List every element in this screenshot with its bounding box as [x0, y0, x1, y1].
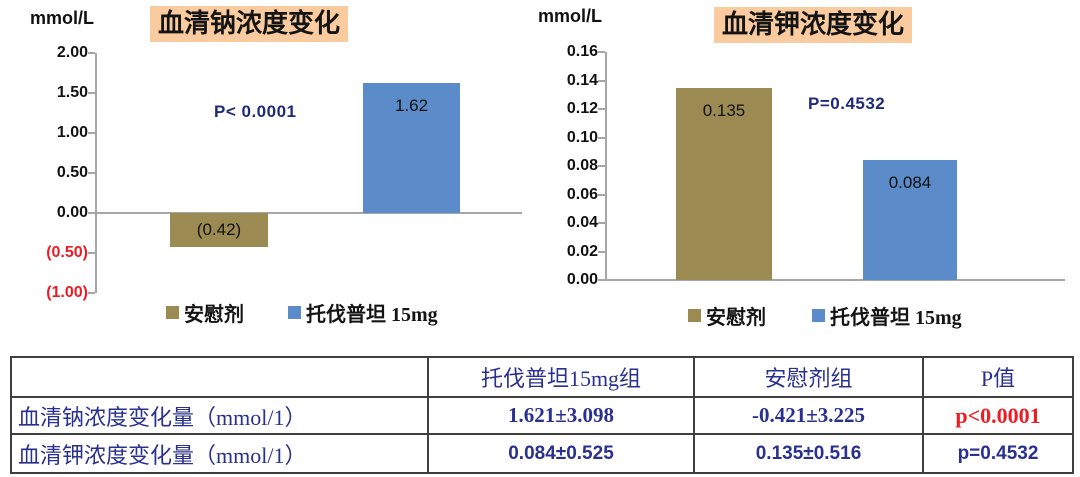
y-axis-tick-label: 0.00 — [56, 204, 88, 221]
potassium-y-axis-unit-label: mmol/L — [538, 6, 603, 26]
tolvaptan-legend-swatch — [812, 309, 825, 322]
zero-baseline — [95, 212, 522, 214]
sodium-legend: 安慰剂 托伐普坦 15mg — [166, 298, 438, 327]
table-header-placebo-group: 安慰剂组 — [693, 356, 924, 398]
tolvaptan-legend-swatch — [288, 306, 301, 319]
potassium-placebo-value: 0.135±0.516 — [693, 433, 924, 474]
bar-tolvaptan — [863, 160, 957, 280]
table-row-sodium: 血清钠浓度变化量（mmol/1） 1.621±3.098 -0.421±3.22… — [10, 396, 1074, 435]
legend-item-tolvaptan: 托伐普坦 15mg — [812, 301, 962, 330]
bar-value-label: (0.42) — [196, 219, 242, 239]
y-axis-tick-label: 0.12 — [566, 100, 598, 117]
summary-table: 托伐普坦15mg组 安慰剂组 P值 血清钠浓度变化量（mmol/1） 1.621… — [10, 356, 1074, 474]
y-axis-tick-label: 0.04 — [566, 214, 598, 231]
y-axis-tick-mark — [598, 222, 605, 224]
y-axis-tick-label: 1.50 — [56, 84, 88, 101]
y-axis-tick-mark — [598, 108, 605, 110]
tolvaptan-legend-label: 托伐普坦 15mg — [830, 307, 962, 329]
bar-placebo — [170, 213, 268, 247]
potassium-legend: 安慰剂 托伐普坦 15mg — [688, 301, 962, 330]
y-axis-tick-mark — [598, 51, 605, 53]
y-axis-tick-label: (1.00) — [46, 284, 88, 301]
y-axis-line — [605, 52, 607, 280]
bar-value-label: 1.62 — [394, 96, 429, 116]
sodium-tolvaptan-value: 1.621±3.098 — [427, 396, 695, 435]
y-axis-tick-mark — [598, 193, 605, 196]
bar-value-label: 0.135 — [702, 100, 746, 120]
y-axis-tick-label: 0.50 — [56, 164, 88, 181]
y-axis-tick-mark — [88, 92, 95, 94]
potassium-p-value-cell: p=0.4532 — [922, 433, 1074, 474]
tolvaptan-legend-label: 托伐普坦 15mg — [306, 304, 438, 326]
sodium-y-axis-unit-label: mmol/L — [30, 8, 95, 28]
y-axis-tick-mark — [88, 132, 95, 134]
y-axis-tick-label: 0.14 — [566, 71, 598, 89]
table-header-tolvaptan-group: 托伐普坦15mg组 — [427, 356, 695, 398]
sodium-row-label: 血清钠浓度变化量（mmol/1） — [10, 396, 429, 435]
table-header-empty — [10, 356, 429, 398]
table-header-p-value: P值 — [922, 356, 1074, 398]
zero-baseline — [605, 279, 1065, 281]
placebo-legend-swatch — [166, 306, 179, 319]
sodium-placebo-value: -0.421±3.225 — [693, 396, 924, 435]
sodium-p-value-cell: p<0.0001 — [922, 396, 1074, 435]
y-axis-tick-label: 0.08 — [566, 157, 598, 174]
potassium-tolvaptan-value: 0.084±0.525 — [427, 433, 695, 474]
y-axis-tick-mark — [88, 212, 95, 214]
y-axis-tick-mark — [88, 172, 95, 174]
y-axis-tick-mark — [598, 136, 605, 139]
y-axis-tick-mark — [598, 79, 605, 82]
potassium-row-label: 血清钾浓度变化量（mmol/1） — [10, 433, 429, 474]
sodium-p-value-annotation: P< 0.0001 — [214, 102, 297, 121]
placebo-legend-label: 安慰剂 — [184, 304, 244, 326]
potassium-p-value-annotation: P=0.4532 — [808, 94, 886, 113]
y-axis-tick-label: 0.06 — [566, 185, 598, 203]
legend-item-placebo: 安慰剂 — [688, 301, 766, 330]
y-axis-tick-mark — [88, 252, 95, 254]
bar-tolvaptan — [363, 83, 460, 213]
sodium-chart-title: 血清钠浓度变化 — [150, 6, 349, 42]
y-axis-tick-mark — [598, 165, 605, 167]
y-axis-tick-label: (0.50) — [46, 244, 88, 261]
y-axis-tick-label: 1.00 — [56, 124, 88, 141]
placebo-legend-label: 安慰剂 — [706, 307, 766, 329]
y-axis-tick-label: 0.16 — [566, 43, 598, 60]
y-axis-tick-mark — [88, 52, 95, 54]
table-header-row: 托伐普坦15mg组 安慰剂组 P值 — [10, 356, 1074, 398]
placebo-legend-swatch — [688, 309, 701, 322]
y-axis-tick-mark — [598, 250, 605, 253]
y-axis-line — [95, 53, 97, 293]
potassium-chart-title: 血清钾浓度变化 — [714, 7, 913, 43]
y-axis-tick-label: 0.00 — [566, 271, 598, 288]
y-axis-tick-label: 0.10 — [566, 128, 598, 146]
bar-value-label: 0.084 — [888, 173, 932, 193]
y-axis-tick-label: 0.02 — [566, 242, 598, 260]
legend-item-placebo: 安慰剂 — [166, 298, 244, 327]
y-axis-tick-mark — [88, 292, 95, 294]
table-row-potassium: 血清钾浓度变化量（mmol/1） 0.084±0.525 0.135±0.516… — [10, 433, 1074, 474]
y-axis-tick-label: 2.00 — [56, 44, 88, 61]
bar-placebo — [676, 87, 772, 280]
legend-item-tolvaptan: 托伐普坦 15mg — [288, 298, 438, 327]
y-axis-tick-mark — [598, 279, 605, 281]
